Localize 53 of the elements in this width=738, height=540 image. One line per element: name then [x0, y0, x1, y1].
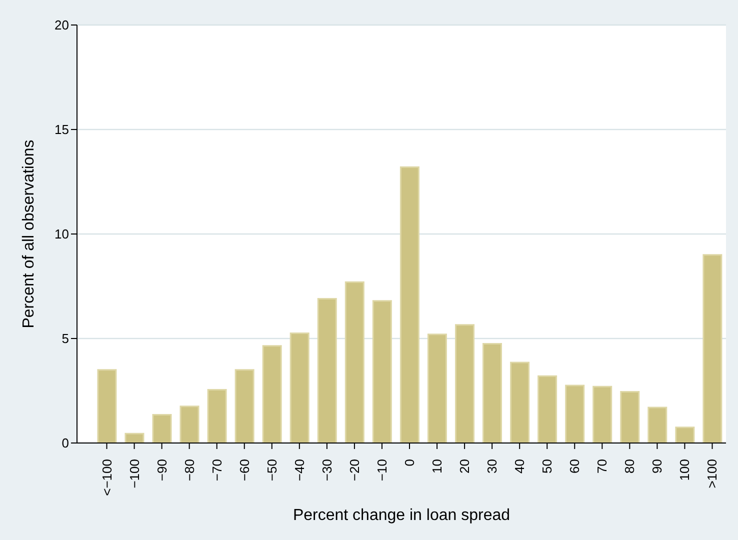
- x-tick-label: 100: [677, 459, 692, 481]
- x-tick-label: 20: [457, 459, 472, 474]
- x-tick-label: >100: [704, 459, 720, 488]
- x-tick-label: 90: [650, 459, 665, 474]
- x-tick-label: −80: [182, 459, 197, 482]
- y-tick-label: 0: [62, 436, 69, 451]
- bar: [124, 432, 144, 443]
- bar: [620, 391, 640, 443]
- x-tick-label: 70: [594, 459, 610, 474]
- x-tick-label: −20: [346, 459, 362, 482]
- x-tick-label: −30: [319, 459, 334, 482]
- bar: [675, 426, 695, 443]
- bar: [702, 254, 722, 443]
- bar: [454, 324, 474, 443]
- x-axis-title: Percent change in loan spread: [292, 507, 510, 524]
- bar: [565, 384, 585, 443]
- bar: [152, 414, 172, 443]
- bar: [427, 334, 447, 443]
- bar: [290, 332, 310, 443]
- bar: [180, 406, 200, 443]
- x-tick-label: −90: [154, 459, 170, 482]
- y-tick-label: 10: [54, 226, 69, 242]
- x-tick-label: −60: [236, 459, 252, 482]
- x-tick-label: −50: [264, 459, 280, 482]
- x-tick-label: 10: [430, 459, 445, 474]
- y-tick-label: 20: [54, 18, 69, 33]
- x-tick-label: 30: [484, 459, 500, 474]
- bar: [372, 300, 392, 443]
- x-tick-label: −10: [374, 459, 390, 482]
- y-tick-label: 5: [62, 331, 69, 346]
- bar: [510, 362, 530, 443]
- bar: [538, 375, 558, 443]
- x-tick-label: 0: [402, 459, 417, 466]
- x-tick-label: −100: [126, 459, 142, 488]
- x-tick-label: 40: [512, 459, 528, 474]
- bar: [648, 406, 668, 443]
- bar: [262, 345, 282, 443]
- y-axis-title: Percent of all observations: [20, 140, 38, 328]
- bar: [234, 369, 254, 443]
- bar: [592, 386, 612, 443]
- bar: [97, 369, 117, 443]
- bar: [400, 166, 420, 443]
- x-tick-label: <−100: [99, 459, 114, 496]
- bar: [317, 298, 337, 443]
- bar: [207, 388, 227, 443]
- bar: [344, 281, 364, 443]
- x-tick-label: −40: [292, 459, 307, 482]
- bar: [482, 342, 502, 443]
- x-tick-label: 80: [622, 459, 638, 474]
- x-tick-label: 50: [540, 459, 555, 474]
- x-tick-label: 60: [567, 459, 582, 474]
- x-tick-label: −70: [209, 459, 224, 482]
- y-tick-label: 15: [54, 122, 69, 138]
